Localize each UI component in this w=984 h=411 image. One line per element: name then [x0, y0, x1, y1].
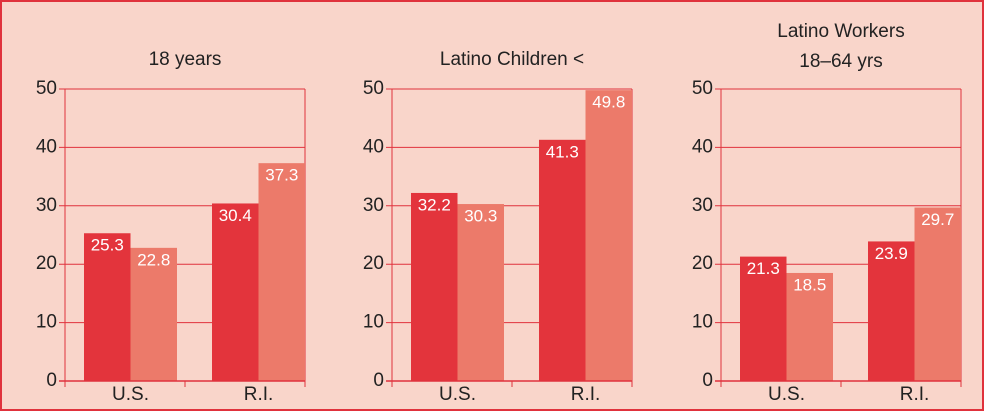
- x-tick-label: R.I.: [900, 384, 930, 405]
- value-label: 21.3: [747, 259, 780, 278]
- y-tick-label: 40: [692, 136, 713, 157]
- bar: [84, 233, 131, 381]
- value-label: 23.9: [875, 244, 908, 263]
- x-tick-label: R.I.: [244, 384, 274, 405]
- bar: [258, 163, 305, 381]
- chart-title: Latino Children <: [440, 49, 584, 70]
- x-tick-label: U.S.: [439, 384, 476, 405]
- value-label: 22.8: [137, 250, 170, 269]
- y-tick-label: 20: [36, 253, 57, 274]
- value-label: 30.4: [219, 206, 252, 225]
- y-tick-label: 20: [363, 253, 384, 274]
- bar: [740, 256, 787, 381]
- y-tick-label: 40: [363, 136, 384, 157]
- value-label: 29.7: [921, 210, 954, 229]
- y-tick-label: 30: [692, 195, 713, 216]
- bar: [411, 192, 458, 381]
- y-tick-label: 50: [692, 78, 713, 99]
- value-label: 49.8: [592, 93, 625, 112]
- value-label: 41.3: [546, 142, 579, 161]
- value-label: 37.3: [265, 166, 298, 185]
- y-tick-label: 30: [36, 195, 57, 216]
- bar: [868, 241, 915, 381]
- y-tick-label: 20: [692, 253, 713, 274]
- x-tick-label: U.S.: [768, 384, 805, 405]
- y-tick-label: 10: [692, 312, 713, 333]
- x-tick-label: R.I.: [571, 384, 601, 405]
- chart-title: 18 years: [149, 49, 222, 70]
- y-tick-label: 0: [373, 370, 384, 391]
- bar: [457, 204, 504, 381]
- bar: [212, 203, 259, 381]
- chart-title: 18–64 yrs: [799, 51, 882, 72]
- bar: [914, 207, 961, 381]
- y-tick-label: 0: [46, 370, 57, 391]
- bar: [130, 247, 177, 381]
- value-label: 32.2: [418, 195, 451, 214]
- y-tick-label: 40: [36, 136, 57, 157]
- bar: [585, 90, 632, 381]
- value-label: 30.3: [464, 207, 497, 226]
- chart-title: Latino Workers: [777, 21, 904, 42]
- y-tick-label: 50: [36, 78, 57, 99]
- y-tick-label: 50: [363, 78, 384, 99]
- y-tick-label: 30: [363, 195, 384, 216]
- bar: [786, 272, 833, 381]
- y-tick-label: 0: [702, 370, 713, 391]
- x-tick-label: U.S.: [112, 384, 149, 405]
- y-tick-label: 10: [36, 312, 57, 333]
- value-label: 18.5: [793, 275, 826, 294]
- y-tick-label: 10: [363, 312, 384, 333]
- bar: [539, 139, 586, 381]
- value-label: 25.3: [91, 236, 124, 255]
